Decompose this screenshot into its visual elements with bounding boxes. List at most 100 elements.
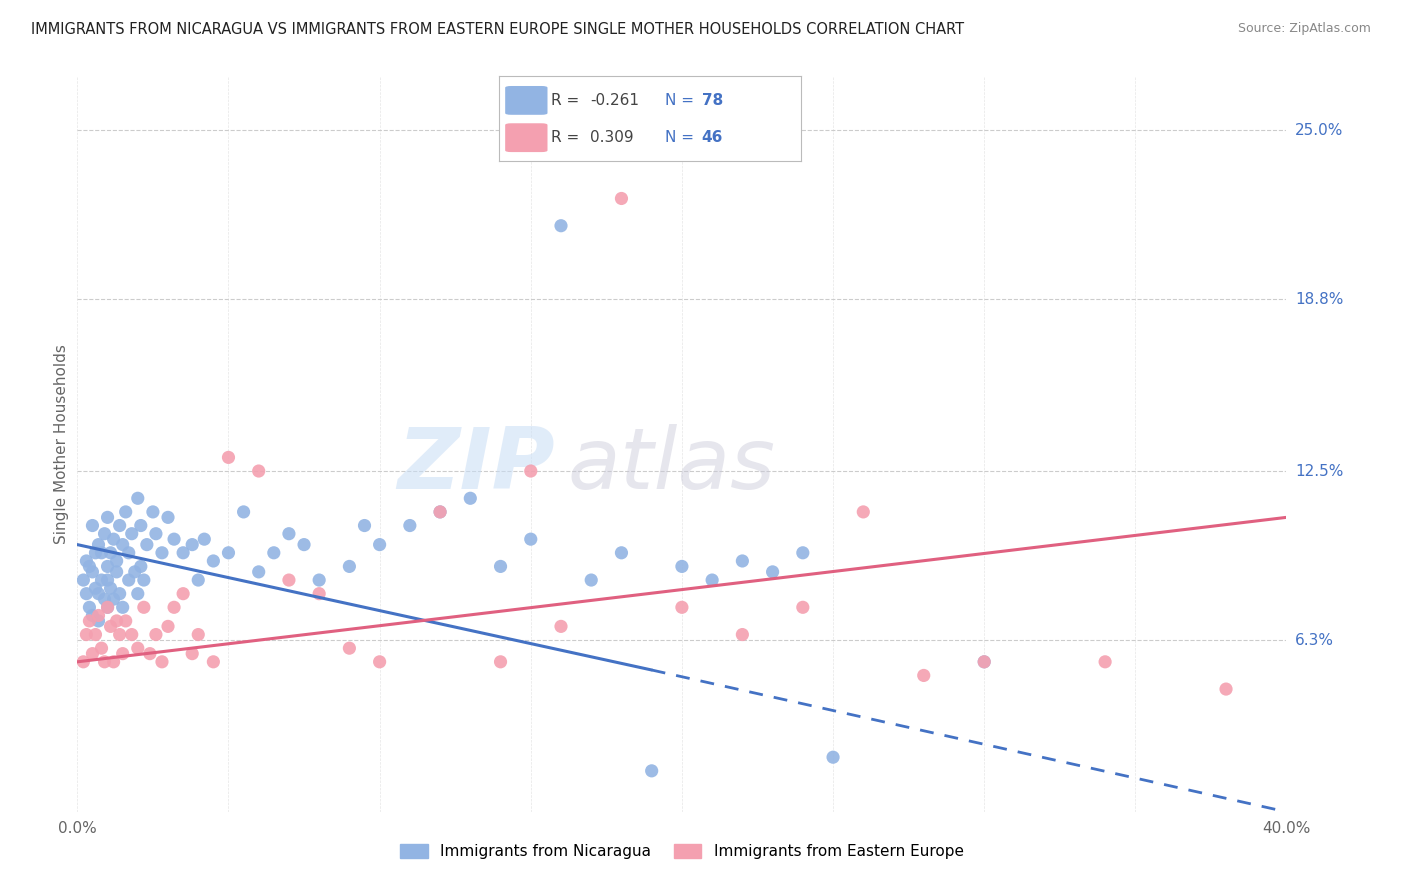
Point — [93, 592, 115, 607]
Point — [172, 587, 194, 601]
Point — [82, 647, 104, 661]
Point — [671, 559, 693, 574]
Point — [581, 573, 603, 587]
Text: 46: 46 — [702, 130, 723, 145]
Point — [458, 491, 481, 506]
Point — [139, 647, 162, 661]
Point — [79, 559, 101, 574]
Point — [193, 532, 215, 546]
Point — [90, 546, 112, 560]
Point — [142, 505, 165, 519]
Point — [87, 608, 110, 623]
Point — [103, 655, 125, 669]
Point — [731, 627, 754, 641]
Point — [202, 554, 225, 568]
Text: -0.261: -0.261 — [591, 93, 638, 108]
Point — [762, 565, 785, 579]
Point — [84, 627, 107, 641]
Point — [912, 668, 935, 682]
Point — [129, 559, 152, 574]
Point — [671, 600, 693, 615]
Point — [118, 573, 141, 587]
Point — [114, 505, 136, 519]
Point — [127, 641, 149, 656]
Point — [308, 573, 330, 587]
Point — [232, 505, 254, 519]
Point — [731, 554, 754, 568]
Point — [127, 587, 149, 601]
Point — [87, 538, 110, 552]
Point — [150, 655, 173, 669]
Text: IMMIGRANTS FROM NICARAGUA VS IMMIGRANTS FROM EASTERN EUROPE SINGLE MOTHER HOUSEH: IMMIGRANTS FROM NICARAGUA VS IMMIGRANTS … — [31, 22, 965, 37]
Point — [353, 518, 375, 533]
Point — [84, 581, 107, 595]
Point — [429, 505, 451, 519]
Point — [75, 554, 97, 568]
Point — [339, 559, 360, 574]
Point — [792, 600, 814, 615]
Point — [96, 600, 118, 615]
Point — [87, 614, 110, 628]
Point — [550, 619, 572, 633]
Point — [792, 546, 814, 560]
Point — [96, 600, 118, 615]
Point — [118, 546, 141, 560]
Point — [105, 554, 128, 568]
Point — [90, 641, 112, 656]
Point — [308, 587, 330, 601]
Point — [157, 619, 180, 633]
Text: N =: N = — [665, 130, 699, 145]
Point — [610, 192, 633, 206]
Text: R =: R = — [551, 93, 583, 108]
Point — [75, 627, 97, 641]
Point — [129, 518, 152, 533]
Point — [96, 559, 118, 574]
Point — [121, 526, 143, 541]
Point — [145, 526, 167, 541]
Point — [75, 587, 97, 601]
Point — [111, 538, 134, 552]
Point — [82, 518, 104, 533]
Point — [72, 655, 94, 669]
Point — [124, 565, 146, 579]
Point — [550, 219, 572, 233]
Point — [157, 510, 180, 524]
Point — [114, 614, 136, 628]
Point — [181, 538, 204, 552]
Point — [218, 450, 240, 465]
Point — [702, 573, 724, 587]
Point — [87, 587, 110, 601]
Point — [520, 532, 543, 546]
Text: R =: R = — [551, 130, 583, 145]
Point — [108, 587, 131, 601]
Point — [105, 565, 128, 579]
Point — [181, 647, 204, 661]
Point — [368, 538, 391, 552]
Text: 18.8%: 18.8% — [1295, 292, 1343, 307]
Point — [108, 518, 131, 533]
Point — [641, 764, 664, 778]
Point — [163, 532, 186, 546]
Point — [1094, 655, 1116, 669]
Legend: Immigrants from Nicaragua, Immigrants from Eastern Europe: Immigrants from Nicaragua, Immigrants fr… — [401, 844, 963, 859]
Point — [111, 600, 134, 615]
Point — [368, 655, 391, 669]
Point — [187, 627, 209, 641]
Point — [90, 573, 112, 587]
Point — [429, 505, 451, 519]
Point — [163, 600, 186, 615]
Point — [489, 655, 512, 669]
Point — [103, 532, 125, 546]
Text: 78: 78 — [702, 93, 723, 108]
Point — [339, 641, 360, 656]
Point — [263, 546, 285, 560]
Point — [292, 538, 315, 552]
Point — [247, 464, 270, 478]
Text: 0.309: 0.309 — [591, 130, 634, 145]
Point — [278, 573, 301, 587]
Point — [100, 581, 122, 595]
Point — [82, 608, 104, 623]
Point — [187, 573, 209, 587]
Point — [79, 614, 101, 628]
Text: Source: ZipAtlas.com: Source: ZipAtlas.com — [1237, 22, 1371, 36]
